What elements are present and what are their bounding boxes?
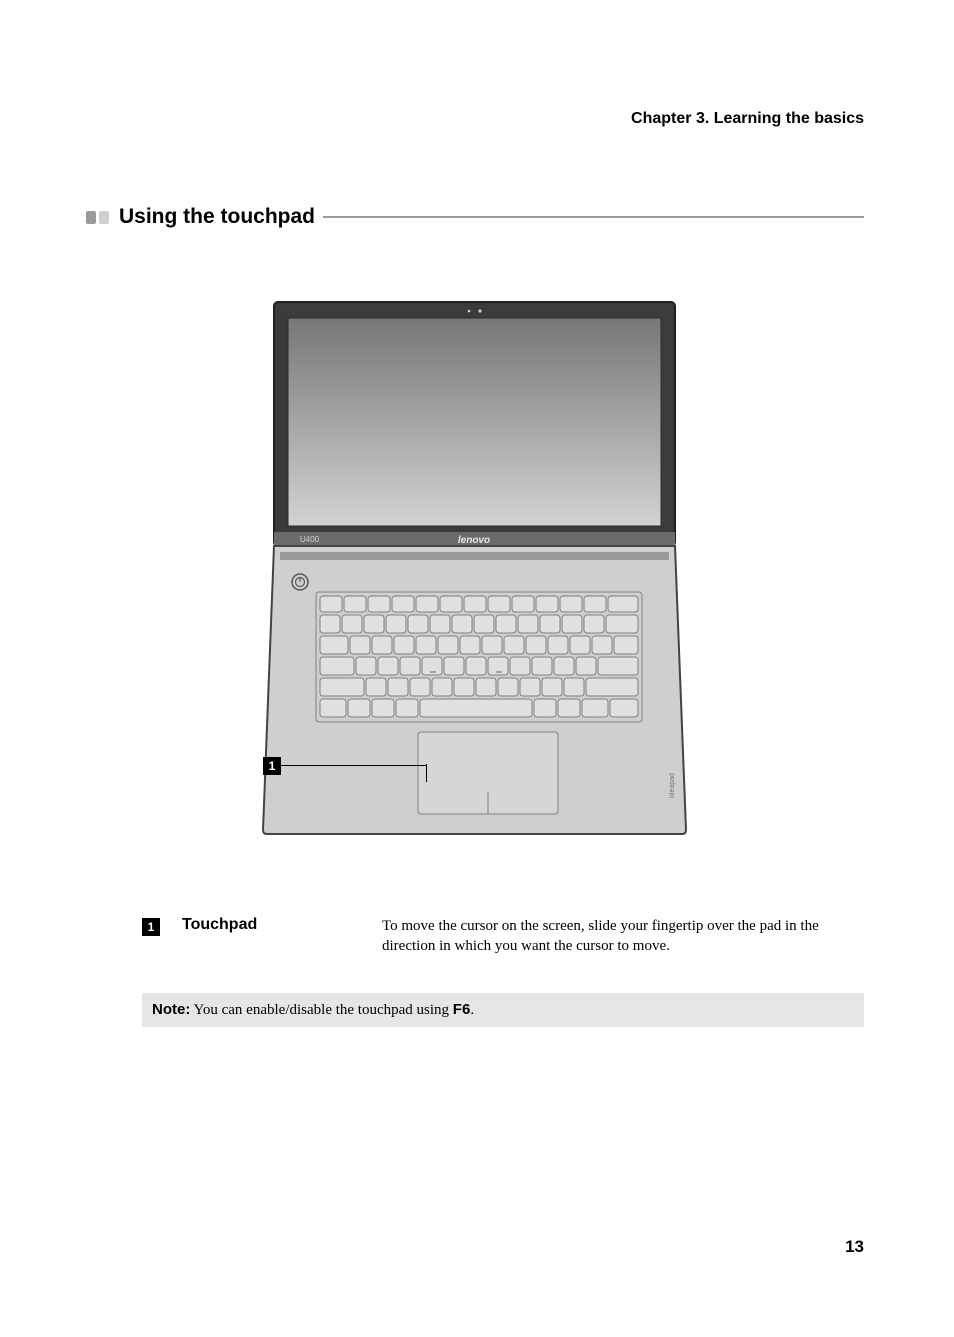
note-key: F6 [453, 1001, 471, 1018]
description-badge: 1 [142, 918, 160, 936]
section-title: Using the touchpad [119, 205, 315, 229]
brand-label: lenovo [458, 535, 490, 546]
laptop-illustration: U400 lenovo [262, 300, 687, 835]
note-body: You can enable/disable the touchpad usin… [194, 1002, 453, 1018]
model-label: U400 [300, 535, 320, 544]
section-bullets [86, 211, 109, 224]
section-rule [323, 216, 864, 218]
page-number: 13 [845, 1237, 864, 1257]
description-row: 1 Touchpad To move the cursor on the scr… [142, 916, 864, 957]
callout-leader-line [281, 765, 427, 766]
laptop-svg: U400 lenovo [262, 300, 687, 835]
description-text: To move the cursor on the screen, slide … [382, 916, 864, 957]
chapter-header: Chapter 3. Learning the basics [631, 110, 864, 128]
bullet-icon [86, 211, 96, 224]
note-label: Note: [152, 1001, 190, 1018]
note-tail: . [470, 1002, 474, 1018]
side-label: ideapad [669, 773, 676, 798]
callout-badge: 1 [263, 757, 281, 775]
description-label: Touchpad [182, 916, 382, 934]
section-heading-row: Using the touchpad [86, 205, 864, 229]
bullet-icon [99, 211, 109, 224]
note-box: Note: You can enable/disable the touchpa… [142, 993, 864, 1027]
